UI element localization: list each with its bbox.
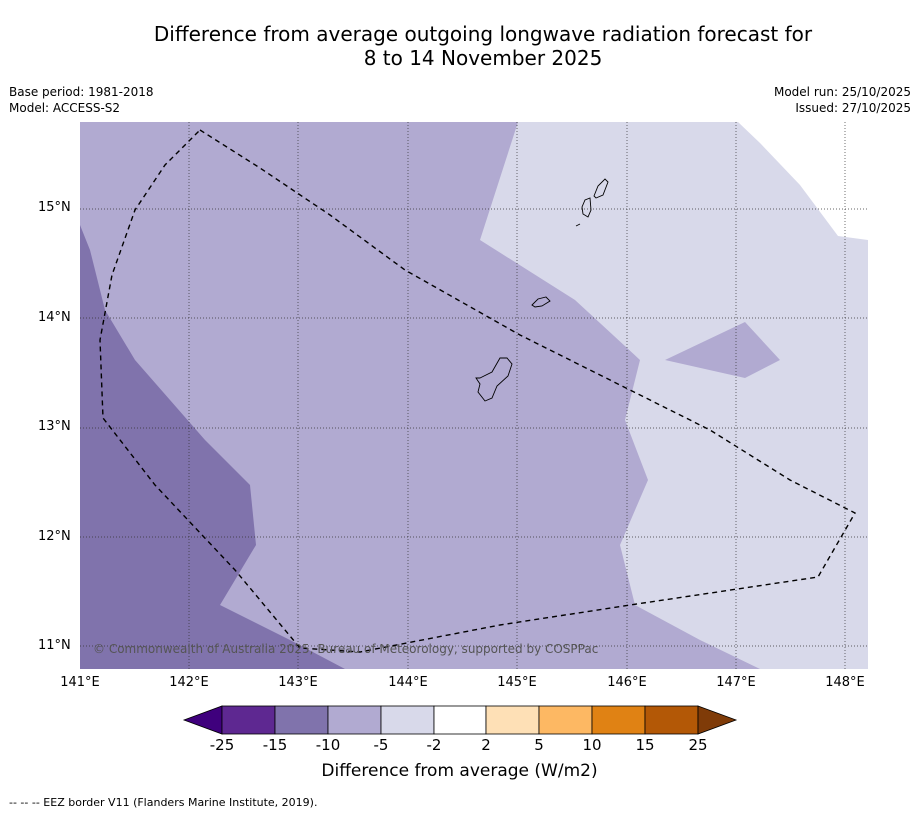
colorbar-tick-10: 25 (688, 736, 708, 754)
colorbar-tick-8: 10 (582, 736, 602, 754)
colorbar-extend-high (697, 705, 738, 735)
colorbar-swatch-7 (538, 705, 593, 735)
colorbar-tick-4: -5 (373, 736, 389, 754)
colorbar-title-text: Difference from average (W/m2) (321, 761, 598, 781)
colorbar-swatch-6 (485, 705, 540, 735)
lat-label-13n: 13°N (38, 419, 71, 434)
colorbar-tick-5: -2 (426, 736, 442, 754)
lat-label-12n: 12°N (38, 529, 71, 544)
meta-right: Model run: 25/10/2025 Issued: 27/10/2025 (774, 84, 911, 116)
island-rota (531, 296, 551, 308)
band-minus15-minus10 (80, 225, 345, 669)
colorbar-extend-low (182, 705, 223, 735)
colorbar-swatch-8 (591, 705, 646, 735)
map-title: Difference from average outgoing longwav… (0, 22, 919, 70)
lon-label-141e: 141°E (60, 675, 100, 690)
band-patch-east (665, 322, 780, 378)
title-line-1: Difference from average outgoing longwav… (153, 22, 813, 46)
eez-border (99, 129, 856, 653)
colorbar-tick-3: -10 (315, 736, 341, 754)
island-saipan (593, 178, 609, 199)
colorbar-swatch-2 (274, 705, 329, 735)
lon-label-144e: 144°E (388, 675, 428, 690)
colorbar-tick-6: 2 (481, 736, 491, 754)
colorbar-swatch-9 (644, 705, 699, 735)
copyright-text: © Commonwealth of Australia 2025, Bureau… (93, 642, 598, 656)
lon-label-147e: 147°E (716, 675, 756, 690)
colorbar-swatch-4 (380, 705, 435, 735)
colorbar-tick-2: -15 (262, 736, 288, 754)
island-guam (475, 357, 513, 402)
lon-label-148e: 148°E (825, 675, 865, 690)
lon-label-145e: 145°E (497, 675, 537, 690)
title-line-2: 8 to 14 November 2025 (363, 46, 603, 70)
model-run: Model run: 25/10/2025 (773, 85, 911, 99)
model-name: Model: ACCESS-S2 (9, 101, 121, 115)
lon-label-142e: 142°E (169, 675, 209, 690)
colorbar-tick-7: 5 (534, 736, 544, 754)
lat-label-11n: 11°N (38, 638, 71, 653)
meta-left: Base period: 1981-2018 Model: ACCESS-S2 (9, 84, 154, 116)
map-field (80, 122, 868, 669)
lon-label-146e: 146°E (607, 675, 647, 690)
colorbar-title: Difference from average (W/m2) (0, 761, 919, 781)
blank-region (738, 122, 868, 240)
lat-label-14n: 14°N (38, 310, 71, 325)
colorbar-tick-9: 15 (635, 736, 655, 754)
issued-date: Issued: 27/10/2025 (795, 101, 911, 115)
base-period: Base period: 1981-2018 (9, 85, 154, 99)
colorbar-swatch-1 (221, 705, 276, 735)
eez-footnote: -- -- -- EEZ border V11 (Flanders Marine… (9, 796, 318, 809)
island-tinian (581, 197, 592, 218)
lat-label-15n: 15°N (38, 200, 71, 215)
graticule (80, 122, 868, 669)
colorbar-swatch-3 (327, 705, 382, 735)
island-aguijan (575, 223, 581, 227)
colorbar (182, 705, 738, 735)
colorbar-tick-1: -25 (209, 736, 235, 754)
colorbar-swatch-5 (433, 705, 487, 735)
lon-label-143e: 143°E (278, 675, 318, 690)
